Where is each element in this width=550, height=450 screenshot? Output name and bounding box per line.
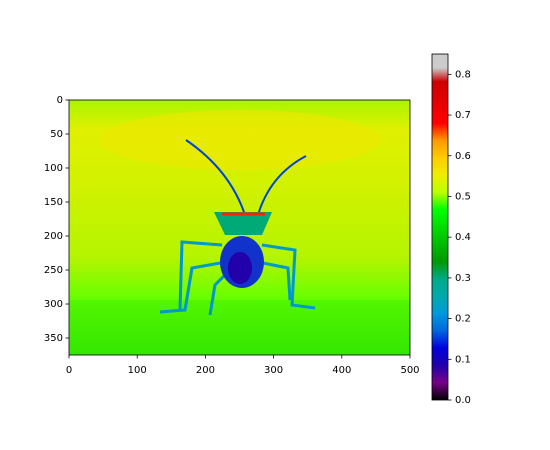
x-tick-label: 200 bbox=[196, 365, 215, 376]
image bbox=[69, 100, 410, 355]
x-tick-label: 300 bbox=[264, 365, 283, 376]
x-tick-label: 100 bbox=[128, 365, 147, 376]
colorbar-tick-label: 0.4 bbox=[455, 232, 471, 243]
y-tick-label: 350 bbox=[44, 333, 63, 344]
colorbar-tick-label: 0.0 bbox=[455, 395, 471, 406]
y-tick-label: 250 bbox=[44, 265, 63, 276]
y-tick-label: 200 bbox=[44, 231, 63, 242]
colorbar-tick-label: 0.2 bbox=[455, 314, 471, 325]
colorbar-tick-label: 0.1 bbox=[455, 354, 471, 365]
axes-frame bbox=[68, 99, 411, 356]
x-tick-label: 0 bbox=[66, 365, 72, 376]
y-tick-label: 0 bbox=[57, 95, 63, 106]
y-tick-label: 150 bbox=[44, 197, 63, 208]
colorbar bbox=[431, 53, 449, 401]
y-tick-label: 50 bbox=[50, 129, 63, 140]
y-tick-label: 300 bbox=[44, 299, 63, 310]
colorbar-tick-label: 0.3 bbox=[455, 273, 471, 284]
x-tick-label: 400 bbox=[332, 365, 351, 376]
colorbar-tick-label: 0.6 bbox=[455, 151, 471, 162]
colorbar-tick-label: 0.8 bbox=[455, 69, 471, 80]
colorbar-tick-label: 0.5 bbox=[455, 191, 471, 202]
colorbar-tick-label: 0.7 bbox=[455, 110, 471, 121]
y-tick-label: 100 bbox=[44, 163, 63, 174]
x-tick-label: 500 bbox=[400, 365, 419, 376]
